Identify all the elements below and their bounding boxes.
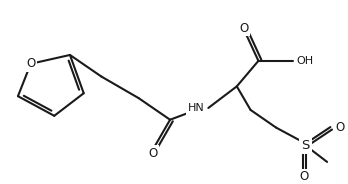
Text: O: O — [26, 57, 35, 70]
Text: O: O — [335, 121, 345, 134]
Text: OH: OH — [296, 56, 313, 66]
Text: HN: HN — [188, 103, 205, 113]
Text: O: O — [239, 22, 248, 35]
Text: S: S — [301, 139, 310, 152]
Text: O: O — [299, 170, 308, 183]
Text: O: O — [149, 147, 158, 160]
